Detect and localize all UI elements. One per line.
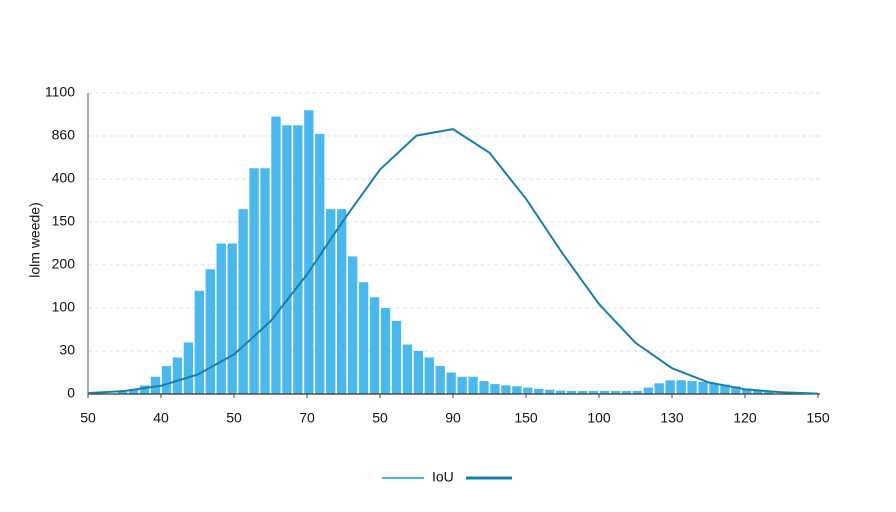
bar bbox=[709, 383, 719, 394]
bar bbox=[413, 351, 423, 394]
bar bbox=[358, 282, 369, 394]
bar bbox=[577, 390, 588, 394]
bar bbox=[753, 390, 763, 394]
bar bbox=[731, 386, 741, 394]
bar bbox=[654, 383, 664, 394]
x-tick-label: 50 bbox=[80, 410, 96, 426]
y-tick-label: 30 bbox=[59, 342, 75, 358]
x-tick-label: 100 bbox=[587, 410, 611, 426]
bar bbox=[698, 381, 708, 394]
bar bbox=[282, 125, 292, 394]
bar bbox=[610, 390, 621, 394]
x-tick-label: 150 bbox=[514, 410, 538, 426]
y-tick-label: 860 bbox=[52, 127, 76, 143]
bar bbox=[501, 385, 511, 394]
bar bbox=[468, 376, 478, 394]
y-tick-label: 1100 bbox=[45, 84, 75, 100]
bar bbox=[435, 366, 445, 394]
bar bbox=[150, 376, 161, 394]
bar bbox=[194, 290, 204, 394]
bar bbox=[534, 388, 544, 394]
bar bbox=[118, 391, 128, 394]
x-tick-label: 90 bbox=[445, 410, 461, 426]
bar bbox=[687, 381, 697, 394]
x-tick-label: 50 bbox=[226, 410, 242, 426]
y-tick-label: 0 bbox=[67, 385, 75, 401]
bar bbox=[479, 381, 489, 394]
bar bbox=[446, 372, 456, 394]
bar bbox=[424, 357, 434, 394]
bar bbox=[183, 342, 194, 394]
x-tick-label: 40 bbox=[153, 410, 169, 426]
curve bbox=[87, 128, 819, 395]
bar bbox=[643, 387, 653, 394]
bar bbox=[304, 110, 314, 394]
x-tick-label: 120 bbox=[733, 410, 757, 426]
bar bbox=[402, 344, 413, 394]
bar bbox=[249, 168, 259, 394]
bar bbox=[326, 209, 336, 394]
bar bbox=[293, 125, 303, 394]
bar bbox=[139, 385, 150, 394]
bar bbox=[216, 243, 226, 394]
y-axis-label: lolm weede) bbox=[27, 202, 43, 277]
x-tick-label: 70 bbox=[299, 410, 315, 426]
bar bbox=[512, 386, 522, 394]
bar bbox=[599, 390, 610, 394]
bar bbox=[238, 209, 248, 394]
bar bbox=[742, 388, 752, 394]
bar bbox=[621, 390, 632, 394]
bar bbox=[391, 320, 402, 394]
bar bbox=[556, 390, 566, 394]
bar bbox=[632, 390, 642, 394]
bar bbox=[665, 380, 675, 394]
bar bbox=[205, 269, 215, 394]
bar bbox=[523, 387, 533, 394]
bar bbox=[161, 366, 172, 394]
y-tick-label: 100 bbox=[52, 299, 76, 315]
bar bbox=[764, 391, 774, 394]
x-tick-label: 50 bbox=[372, 410, 388, 426]
y-tick-label: 150 bbox=[52, 213, 76, 229]
bar bbox=[271, 116, 281, 395]
y-tick-label: 200 bbox=[52, 256, 76, 272]
bar bbox=[369, 297, 380, 394]
bar bbox=[490, 384, 500, 394]
bar bbox=[545, 389, 555, 394]
bar bbox=[566, 390, 577, 394]
legend-label: IoU bbox=[432, 469, 454, 485]
y-tick-label: 400 bbox=[52, 170, 76, 186]
x-tick-label: 130 bbox=[660, 410, 684, 426]
bar bbox=[588, 390, 599, 394]
bar bbox=[676, 380, 686, 394]
bar bbox=[260, 168, 270, 394]
bar bbox=[720, 384, 730, 394]
bar bbox=[128, 389, 139, 394]
bar bbox=[337, 209, 347, 394]
bar bbox=[315, 133, 325, 394]
x-tick-label: 150 bbox=[806, 410, 830, 426]
bar bbox=[347, 256, 358, 394]
bar bbox=[172, 357, 183, 394]
bar bbox=[380, 308, 391, 394]
bar bbox=[227, 243, 237, 394]
bar bbox=[457, 376, 467, 394]
